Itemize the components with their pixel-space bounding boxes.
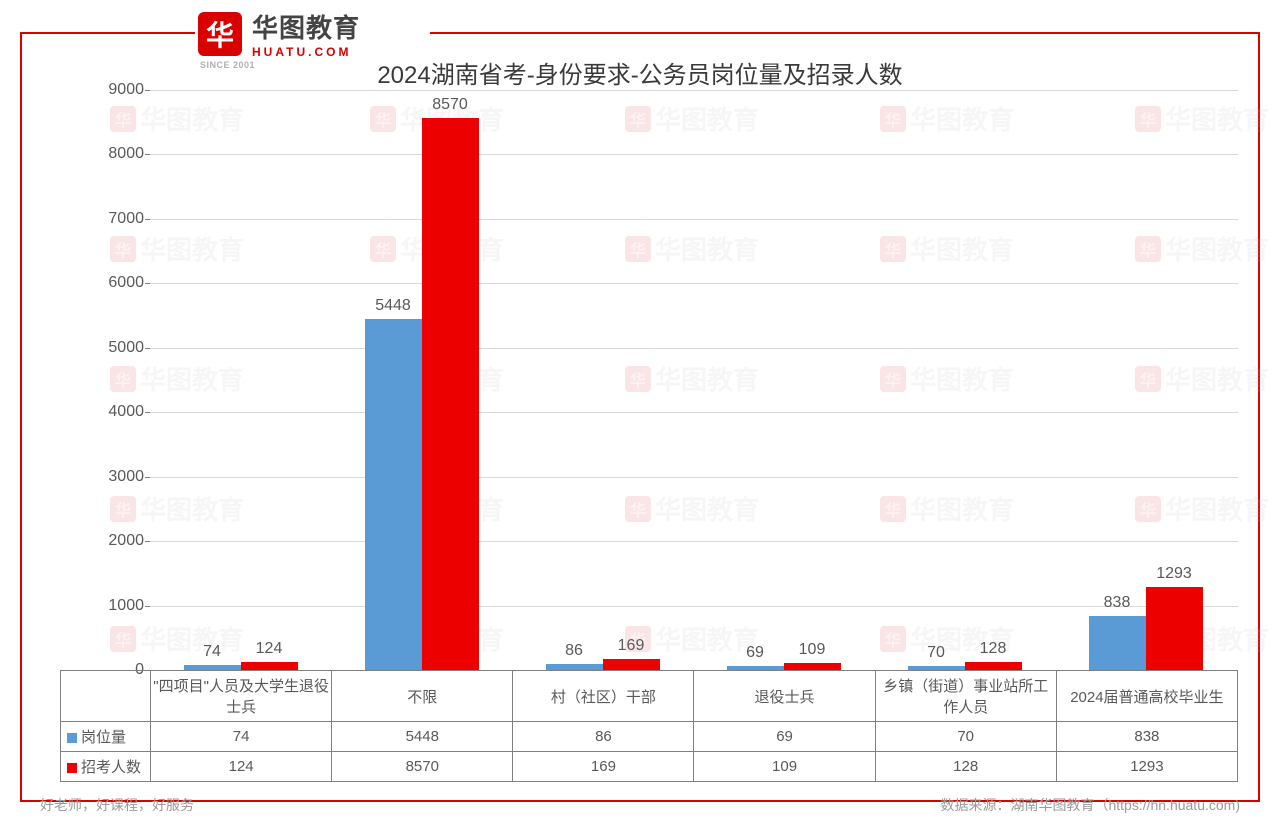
chart-plot: 0100020003000400050006000700080009000741… [150,90,1238,670]
logo: 华 SINCE 2001 华图教育 HUATU.COM [198,8,360,59]
table-cell: 86 [513,722,694,752]
y-tick-label: 5000 [108,339,144,357]
table-header-2: 村（社区）干部 [513,671,694,722]
table-cell: 5448 [332,722,513,752]
bar-label: 124 [256,640,283,658]
table-cell: 70 [875,722,1056,752]
bar-label: 169 [618,637,645,655]
logo-icon: 华 SINCE 2001 [198,12,242,56]
table-cell: 1293 [1056,752,1237,782]
y-tick-label: 7000 [108,210,144,228]
gridline [150,348,1238,349]
bar-岗位量-1 [365,319,422,670]
bar-招考人数-5 [1146,587,1203,670]
bar-label: 86 [565,642,583,660]
y-tick-label: 6000 [108,274,144,292]
bar-招考人数-1 [422,118,479,670]
table-series-招考人数: 招考人数 [61,752,151,782]
bar-招考人数-0 [241,662,298,670]
gridline [150,283,1238,284]
gridline [150,412,1238,413]
y-tick-label: 8000 [108,145,144,163]
table-cell: 128 [875,752,1056,782]
table-header-3: 退役士兵 [694,671,875,722]
table-cell: 109 [694,752,875,782]
logo-text: 华图教育 HUATU.COM [252,8,360,59]
footer-right: 数据来源：湖南华图教育（https://hn.huatu.com) [940,795,1240,815]
data-table: "四项目"人员及大学生退役士兵不限村（社区）干部退役士兵乡镇（街道）事业站所工作… [60,670,1238,782]
table-cell: 124 [151,752,332,782]
y-tick-label: 4000 [108,403,144,421]
bar-label: 109 [799,641,826,659]
table-cell: 838 [1056,722,1237,752]
table-corner [61,671,151,722]
bar-label: 128 [980,640,1007,658]
bar-label: 69 [746,644,764,662]
bar-label: 70 [927,644,945,662]
bar-label: 5448 [375,297,411,315]
table-series-岗位量: 岗位量 [61,722,151,752]
bar-招考人数-3 [784,663,841,670]
gridline [150,606,1238,607]
gridline [150,154,1238,155]
y-tick-label: 2000 [108,532,144,550]
bar-label: 8570 [432,96,468,114]
chart-title: 2024湖南省考-身份要求-公务员岗位量及招录人数 [0,55,1280,90]
table-cell: 169 [513,752,694,782]
table-header-0: "四项目"人员及大学生退役士兵 [151,671,332,722]
bar-label: 1293 [1156,565,1192,583]
logo-glyph: 华 [206,14,234,54]
gridline [150,477,1238,478]
footer-left: 好老师，好课程，好服务 [40,795,194,815]
y-tick-label: 9000 [108,81,144,99]
y-tick-label: 3000 [108,468,144,486]
logo-cn: 华图教育 [252,8,360,45]
y-tick-label: 1000 [108,597,144,615]
bar-招考人数-4 [965,662,1022,670]
table-header-1: 不限 [332,671,513,722]
bar-label: 838 [1104,594,1131,612]
table-header-4: 乡镇（街道）事业站所工作人员 [875,671,1056,722]
chart-area: 0100020003000400050006000700080009000741… [150,90,1238,670]
bar-招考人数-2 [603,659,660,670]
bar-岗位量-5 [1089,616,1146,670]
gridline [150,541,1238,542]
gridline [150,219,1238,220]
gridline [150,90,1238,91]
table-cell: 74 [151,722,332,752]
table-cell: 69 [694,722,875,752]
table-header-5: 2024届普通高校毕业生 [1056,671,1237,722]
table-cell: 8570 [332,752,513,782]
bar-label: 74 [203,643,221,661]
